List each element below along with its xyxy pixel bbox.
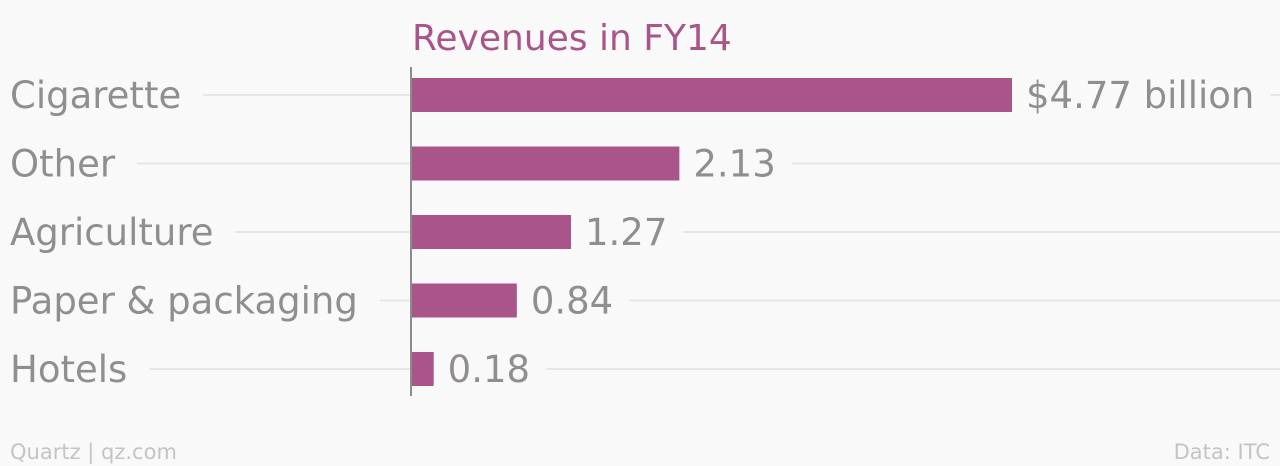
- bar: [411, 283, 517, 318]
- bar: [411, 352, 434, 386]
- category-label: Agriculture: [10, 211, 213, 254]
- value-label: 2.13: [693, 143, 775, 186]
- source-credit: Quartz | qz.com: [10, 440, 177, 465]
- value-label: 0.84: [531, 280, 613, 323]
- bar: [411, 78, 1012, 112]
- data-source: Data: ITC: [1174, 440, 1270, 464]
- bar: [411, 215, 572, 249]
- bar: [411, 146, 680, 181]
- category-label: Other: [10, 143, 116, 186]
- chart-title: Revenues in FY14: [412, 18, 732, 59]
- category-label: Cigarette: [10, 74, 181, 117]
- value-label: 0.18: [448, 348, 530, 391]
- category-label: Paper & packaging: [10, 280, 358, 323]
- value-label: 1.27: [585, 211, 667, 254]
- category-label: Hotels: [10, 348, 127, 391]
- value-label: $4.77 billion: [1026, 74, 1254, 117]
